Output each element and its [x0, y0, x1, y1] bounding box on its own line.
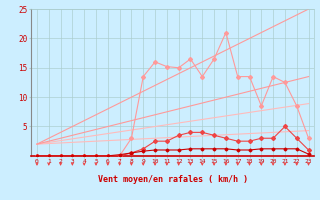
X-axis label: Vent moyen/en rafales ( km/h ): Vent moyen/en rafales ( km/h ): [98, 175, 248, 184]
